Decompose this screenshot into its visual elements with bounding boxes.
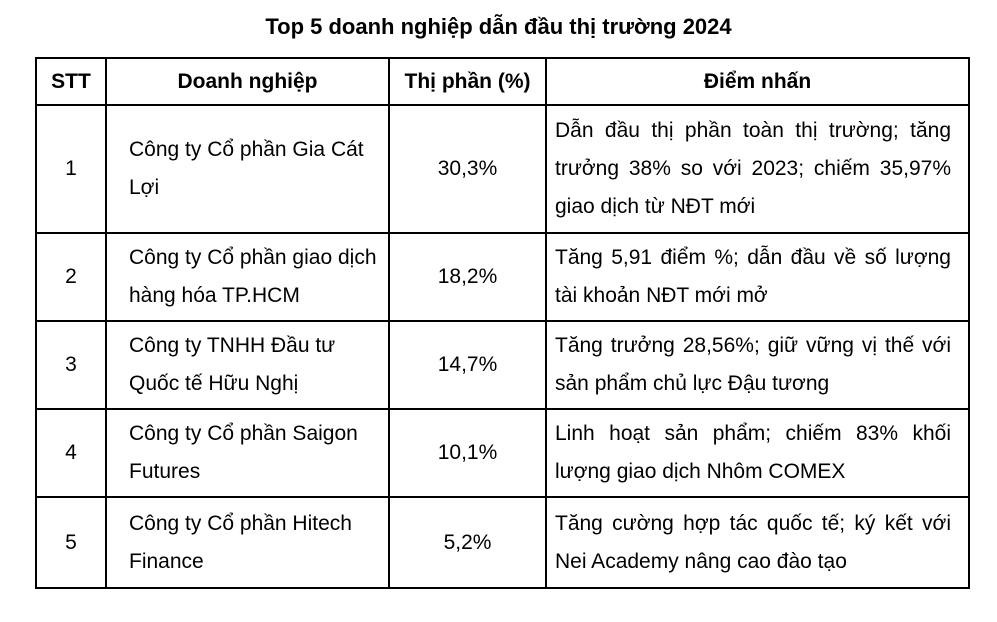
stt-cell: 5 (35, 496, 107, 589)
column-header-market-share: Thị phần (%) (388, 57, 547, 106)
highlight-cell: Tăng cường hợp tác quốc tế; ký kết với N… (545, 496, 970, 589)
table-row: 5 Công ty Cổ phần Hitech Finance 5,2% Tă… (35, 496, 970, 589)
company-cell: Công ty Cổ phần Gia Cát Lợi (105, 104, 390, 234)
table-row: 3 Công ty TNHH Đầu tư Quốc tế Hữu Nghị 1… (35, 320, 970, 410)
highlight-cell: Tăng 5,91 điểm %; dẫn đầu về số lượng tà… (545, 232, 970, 322)
company-cell: Công ty Cổ phần giao dịch hàng hóa TP.HC… (105, 232, 390, 322)
top5-market-leaders-table: STT Doanh nghiệp Thị phần (%) Điểm nhấn … (35, 57, 970, 589)
stt-cell: 2 (35, 232, 107, 322)
stt-cell: 1 (35, 104, 107, 234)
table-row: 4 Công ty Cổ phần Saigon Futures 10,1% L… (35, 408, 970, 498)
company-cell: Công ty Cổ phần Saigon Futures (105, 408, 390, 498)
highlight-cell: Dẫn đầu thị phần toàn thị trường; tăng t… (545, 104, 970, 234)
highlight-cell: Tăng trưởng 28,56%; giữ vững vị thế với … (545, 320, 970, 410)
company-cell: Công ty Cổ phần Hitech Finance (105, 496, 390, 589)
company-cell: Công ty TNHH Đầu tư Quốc tế Hữu Nghị (105, 320, 390, 410)
market-share-cell: 30,3% (388, 104, 547, 234)
column-header-company: Doanh nghiệp (105, 57, 390, 106)
stt-cell: 3 (35, 320, 107, 410)
column-header-highlight: Điểm nhấn (545, 57, 970, 106)
market-share-cell: 5,2% (388, 496, 547, 589)
stt-cell: 4 (35, 408, 107, 498)
table-header-row: STT Doanh nghiệp Thị phần (%) Điểm nhấn (35, 57, 970, 106)
column-header-stt: STT (35, 57, 107, 106)
market-share-cell: 10,1% (388, 408, 547, 498)
market-share-cell: 14,7% (388, 320, 547, 410)
table-row: 1 Công ty Cổ phần Gia Cát Lợi 30,3% Dẫn … (35, 104, 970, 234)
market-share-cell: 18,2% (388, 232, 547, 322)
page-title: Top 5 doanh nghiệp dẫn đầu thị trường 20… (265, 14, 732, 39)
table-row: 2 Công ty Cổ phần giao dịch hàng hóa TP.… (35, 232, 970, 322)
highlight-cell: Linh hoạt sản phẩm; chiếm 83% khối lượng… (545, 408, 970, 498)
